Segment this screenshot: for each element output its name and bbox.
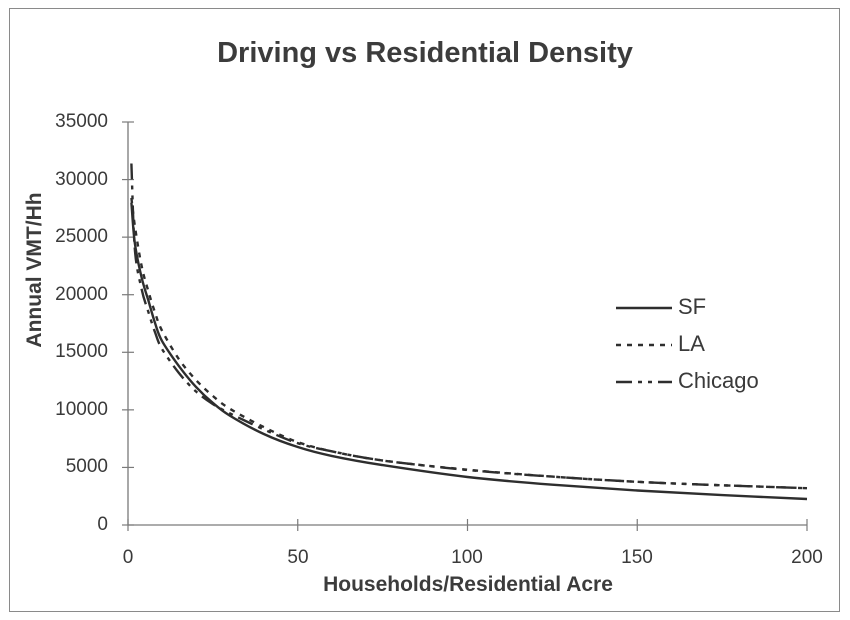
x-tick-label: 150 (621, 547, 653, 568)
y-tick-label: 15000 (55, 341, 108, 362)
chart-frame (9, 8, 840, 612)
dash-dot-line-icon (616, 380, 672, 384)
x-tick-label: 200 (791, 547, 823, 568)
chart-title: Driving vs Residential Density (217, 37, 633, 69)
y-tick-label: 30000 (55, 169, 108, 190)
series-line-chicago (130, 163, 808, 490)
legend-item-la: LA (614, 331, 814, 375)
legend-item-chicago: Chicago (614, 368, 814, 412)
y-tick-label: 20000 (55, 284, 108, 305)
series-lines (130, 163, 808, 501)
legend-label: LA (678, 331, 705, 356)
x-tick-label: 50 (287, 547, 309, 568)
dotted-line-icon (616, 343, 672, 347)
legend-label: SF (678, 294, 707, 319)
legend-label: Chicago (678, 368, 759, 393)
y-tick-label: 0 (97, 514, 108, 535)
axes (122, 121, 808, 531)
legend-item-sf: SF (614, 294, 814, 338)
x-tick-label: 0 (122, 547, 134, 568)
y-tick-label: 25000 (55, 226, 108, 247)
x-tick-label: 100 (451, 547, 483, 568)
series-line-sf (130, 202, 808, 501)
y-tick-label: 5000 (65, 456, 108, 477)
y-tick-label: 10000 (55, 399, 108, 420)
x-axis-label: Households/Residential Acre (323, 573, 613, 596)
series-line-la (130, 197, 808, 490)
solid-line-icon (616, 306, 672, 310)
y-tick-label: 35000 (55, 111, 108, 132)
